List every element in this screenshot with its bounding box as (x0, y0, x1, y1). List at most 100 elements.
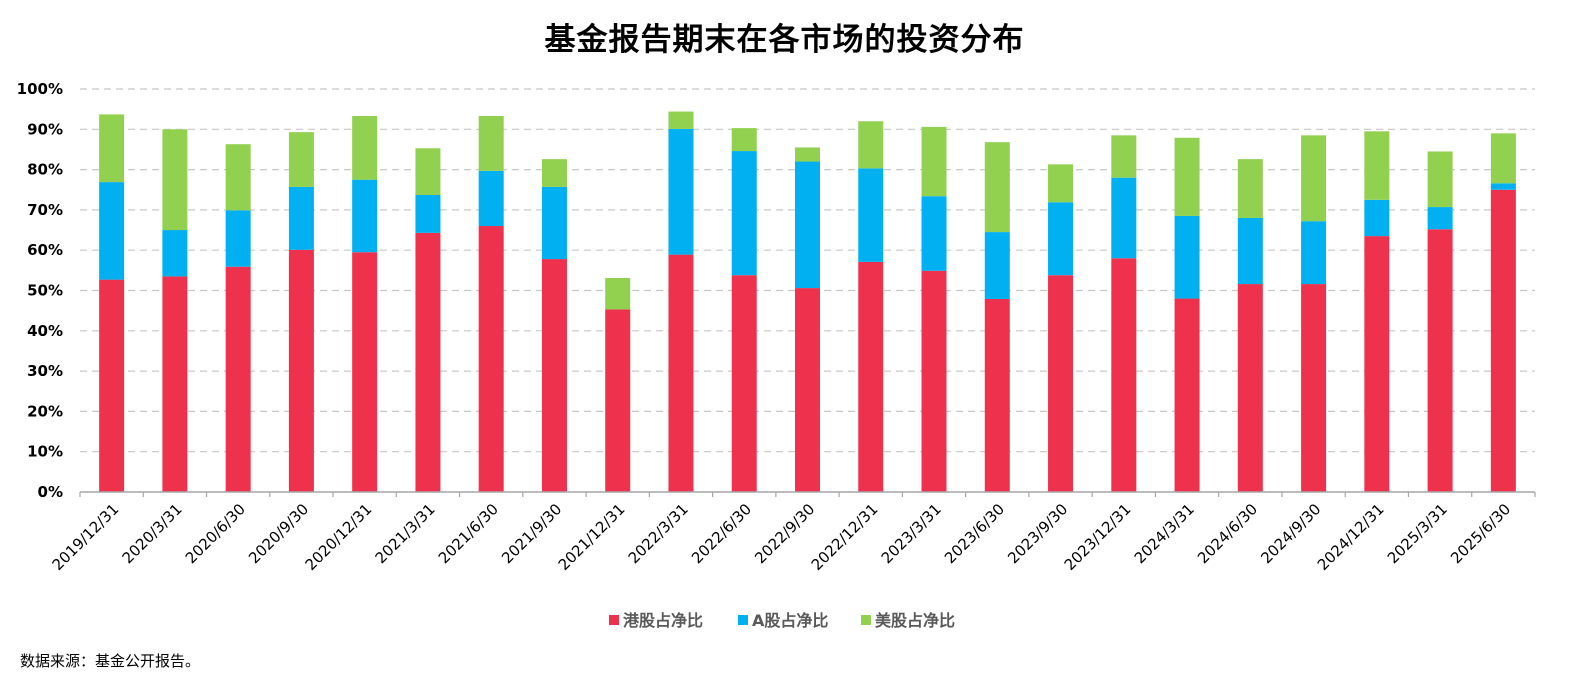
gridlines (80, 88, 1535, 453)
bar-A股占净比-2024/6/30 (1237, 217, 1263, 285)
bar-美股占净比-2021/3/31 (415, 148, 441, 195)
y-tick-label: 0% (38, 483, 63, 501)
bar-美股占净比-2021/6/30 (478, 116, 504, 171)
legend-label-2: 美股占净比 (875, 611, 955, 630)
bar-美股占净比-2022/3/31 (668, 111, 694, 129)
x-tick-label: 2021/9/30 (498, 500, 565, 567)
bar-港股占净比-2024/3/31 (1174, 298, 1200, 492)
bar-美股占净比-2023/9/30 (1048, 164, 1074, 203)
x-tick-label: 2021/12/31 (555, 500, 629, 574)
y-tick-label: 20% (27, 402, 63, 420)
y-tick-label: 90% (27, 120, 63, 138)
legend-swatch-2 (861, 615, 871, 625)
legend-swatch-0 (609, 615, 619, 625)
x-tick-label: 2022/6/30 (688, 500, 755, 567)
bar-A股占净比-2020/9/30 (288, 186, 314, 250)
bar-美股占净比-2020/3/31 (162, 129, 188, 231)
bar-港股占净比-2020/12/31 (352, 252, 378, 492)
x-tick-label: 2021/6/30 (435, 500, 502, 567)
bar-美股占净比-2025/6/30 (1490, 133, 1516, 184)
bar-A股占净比-2019/12/31 (99, 182, 125, 280)
bar-港股占净比-2024/12/31 (1364, 236, 1390, 492)
x-tick-label: 2023/9/30 (1004, 500, 1071, 567)
bar-A股占净比-2022/9/30 (795, 161, 820, 289)
y-axis-tick-labels: 0% 10% 20% 30% 40% 50% 60% 70% 80% 90% 100% (17, 80, 63, 501)
chart-title: 基金报告期末在各市场的投资分布 (544, 22, 1025, 58)
x-tick-label: 2025/3/31 (1384, 500, 1451, 567)
bar-港股占净比-2019/12/31 (99, 279, 125, 492)
x-tick-label: 2024/12/31 (1314, 500, 1388, 574)
bar-港股占净比-2023/6/30 (984, 298, 1010, 492)
bar-港股占净比-2021/3/31 (415, 232, 441, 492)
bar-美股占净比-2022/9/30 (795, 147, 820, 162)
x-tick-label: 2020/12/31 (302, 500, 376, 574)
bar-港股占净比-2022/9/30 (795, 288, 820, 492)
bar-A股占净比-2021/6/30 (478, 170, 504, 227)
x-tick-label: 2022/3/31 (625, 500, 692, 567)
bar-港股占净比-2025/6/30 (1490, 189, 1516, 492)
bar-A股占净比-2025/3/31 (1427, 207, 1453, 230)
x-tick-label: 2022/12/31 (808, 500, 882, 574)
bar-美股占净比-2023/6/30 (984, 142, 1010, 233)
bar-美股占净比-2020/6/30 (225, 144, 251, 211)
y-tick-label: 30% (27, 362, 63, 380)
legend-label-0: 港股占净比 (623, 611, 703, 630)
bar-A股占净比-2023/6/30 (984, 232, 1010, 299)
bar-A股占净比-2023/3/31 (921, 196, 947, 271)
bar-美股占净比-2024/3/31 (1174, 137, 1200, 216)
bar-美股占净比-2023/3/31 (921, 126, 947, 197)
bar-美股占净比-2023/12/31 (1111, 135, 1137, 178)
bar-港股占净比-2020/6/30 (225, 266, 251, 492)
bar-A股占净比-2024/3/31 (1174, 215, 1200, 299)
bar-A股占净比-2020/6/30 (225, 210, 251, 267)
bar-美股占净比-2022/12/31 (858, 121, 884, 169)
stacked-bar-chart: 0% 10% 20% 30% 40% 50% 60% 70% 80% 90% 100% 2019/1… (17, 80, 1536, 630)
bar-港股占净比-2023/3/31 (921, 270, 947, 492)
bar-美股占净比-2021/12/31 (605, 278, 631, 310)
legend-label-1: A股占净比 (752, 611, 828, 630)
y-tick-label: 80% (27, 161, 63, 179)
x-tick-label: 2025/6/30 (1447, 500, 1514, 567)
bar-series (99, 111, 1516, 492)
x-axis (79, 491, 1536, 497)
x-tick-label: 2022/9/30 (751, 500, 818, 567)
y-tick-label: 100% (17, 80, 63, 98)
bar-美股占净比-2019/12/31 (99, 114, 125, 183)
bar-A股占净比-2023/12/31 (1111, 177, 1137, 259)
legend: 港股占净比 A股占净比 美股占净比 (609, 611, 955, 630)
bar-美股占净比-2024/6/30 (1237, 159, 1263, 218)
bar-A股占净比-2025/6/30 (1490, 183, 1516, 190)
x-tick-label: 2021/3/31 (372, 500, 439, 567)
x-tick-label: 2023/6/30 (941, 500, 1008, 567)
x-tick-label: 2020/9/30 (245, 500, 312, 567)
bar-A股占净比-2024/12/31 (1364, 199, 1390, 237)
bar-美股占净比-2020/9/30 (288, 132, 314, 187)
bar-A股占净比-2021/9/30 (541, 186, 567, 260)
y-tick-label: 40% (27, 322, 63, 340)
y-tick-label: 50% (27, 282, 63, 300)
bar-港股占净比-2020/3/31 (162, 276, 188, 492)
bar-A股占净比-2021/3/31 (415, 194, 441, 233)
bar-A股占净比-2024/9/30 (1301, 221, 1327, 285)
x-axis-tick-labels: 2019/12/312020/3/312020/6/302020/9/30202… (49, 500, 1515, 574)
bar-A股占净比-2022/6/30 (731, 151, 757, 276)
y-tick-label: 10% (27, 443, 63, 461)
bar-港股占净比-2025/3/31 (1427, 229, 1453, 492)
bar-港股占净比-2021/12/31 (605, 309, 631, 492)
bar-美股占净比-2021/9/30 (541, 159, 567, 187)
source-note: 数据来源：基金公开报告。 (20, 652, 201, 670)
bar-港股占净比-2023/9/30 (1048, 275, 1074, 492)
bar-美股占净比-2022/6/30 (731, 128, 757, 152)
y-tick-label: 70% (27, 201, 63, 219)
bar-港股占净比-2022/3/31 (668, 254, 694, 492)
bar-港股占净比-2020/9/30 (288, 249, 314, 492)
x-tick-label: 2024/3/31 (1131, 500, 1198, 567)
bar-A股占净比-2023/9/30 (1048, 202, 1074, 276)
x-tick-label: 2023/12/31 (1061, 500, 1135, 574)
bar-港股占净比-2023/12/31 (1111, 258, 1137, 492)
bar-美股占净比-2020/12/31 (352, 116, 378, 180)
bar-A股占净比-2022/3/31 (668, 128, 694, 255)
x-tick-label: 2020/3/31 (119, 500, 186, 567)
bar-港股占净比-2021/9/30 (541, 259, 567, 492)
y-tick-label: 60% (27, 241, 63, 259)
